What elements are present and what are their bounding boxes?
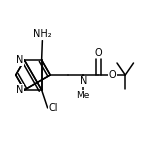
Text: O: O [94, 48, 102, 58]
Text: Me: Me [76, 91, 90, 100]
Text: N: N [16, 85, 23, 95]
Text: Cl: Cl [48, 103, 58, 113]
Text: O: O [109, 70, 116, 80]
Text: N: N [16, 55, 23, 65]
Text: NH₂: NH₂ [33, 29, 52, 39]
Text: N: N [80, 76, 87, 86]
